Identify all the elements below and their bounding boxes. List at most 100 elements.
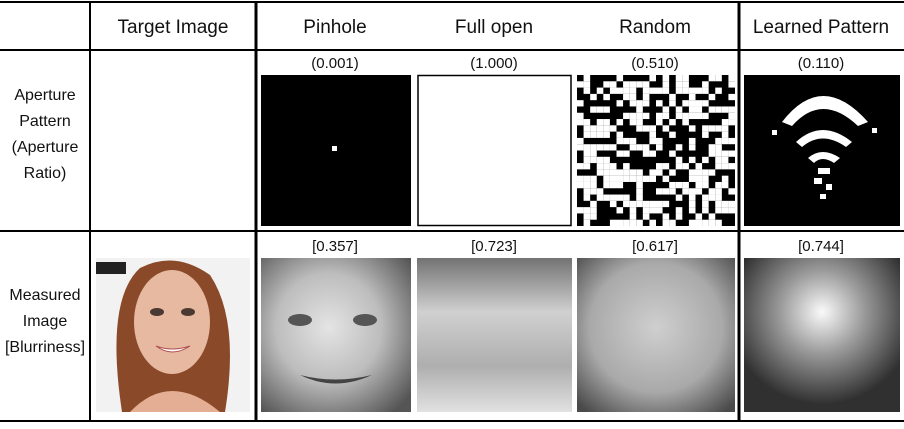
- random-cell: [603, 176, 610, 182]
- random-cell: [709, 220, 716, 226]
- random-cell: [656, 138, 663, 144]
- random-cell: [696, 213, 703, 219]
- random-cell: [623, 169, 630, 175]
- random-cell: [590, 144, 597, 150]
- random-cell: [663, 113, 670, 119]
- random-cell: [682, 81, 689, 87]
- random-cell: [676, 81, 683, 87]
- random-cell: [676, 88, 683, 94]
- random-cell: [623, 81, 630, 87]
- random-cell: [643, 100, 650, 106]
- random-cell: [682, 119, 689, 125]
- random-cell: [590, 201, 597, 207]
- random-cell: [669, 169, 676, 175]
- random-cell: [709, 75, 716, 81]
- random-cell: [630, 119, 637, 125]
- random-cell: [715, 207, 722, 213]
- random-cell: [623, 94, 630, 100]
- random-cell: [597, 144, 604, 150]
- random-cell: [702, 176, 709, 182]
- random-cell: [584, 132, 591, 138]
- random-cell: [597, 169, 604, 175]
- random-cell: [584, 182, 591, 188]
- random-cell: [696, 169, 703, 175]
- random-cell: [702, 182, 709, 188]
- random-cell: [610, 81, 617, 87]
- random-cell: [702, 220, 709, 226]
- random-cell: [590, 151, 597, 157]
- column-header: Target Image: [118, 17, 229, 38]
- random-cell: [643, 207, 650, 213]
- random-cell: [715, 151, 722, 157]
- random-cell: [715, 163, 722, 169]
- random-cell: [649, 88, 656, 94]
- random-cell: [676, 113, 683, 119]
- random-cell: [577, 182, 584, 188]
- random-cell: [728, 207, 735, 213]
- random-cell: [584, 81, 591, 87]
- random-cell: [584, 188, 591, 194]
- random-cell: [682, 188, 689, 194]
- random-cell: [649, 138, 656, 144]
- random-cell: [709, 94, 716, 100]
- random-cell: [590, 94, 597, 100]
- random-cell: [623, 138, 630, 144]
- random-cell: [603, 182, 610, 188]
- random-cell: [709, 169, 716, 175]
- random-cell: [709, 125, 716, 131]
- random-cell: [597, 163, 604, 169]
- random-cell: [689, 106, 696, 112]
- row-label: Aperture: [14, 87, 75, 104]
- random-cell: [623, 151, 630, 157]
- random-cell: [669, 119, 676, 125]
- random-cell: [643, 151, 650, 157]
- random-cell: [610, 182, 617, 188]
- row-label: Ratio): [24, 165, 67, 182]
- random-cell: [702, 88, 709, 94]
- random-cell: [669, 220, 676, 226]
- random-cell: [702, 207, 709, 213]
- random-cell: [610, 176, 617, 182]
- random-cell: [682, 182, 689, 188]
- row-label: Image: [23, 313, 68, 330]
- random-cell: [676, 106, 683, 112]
- cell-value: [0.744]: [798, 238, 844, 255]
- random-cell: [590, 106, 597, 112]
- random-cell: [696, 100, 703, 106]
- random-cell: [597, 106, 604, 112]
- random-cell: [649, 151, 656, 157]
- random-cell: [715, 157, 722, 163]
- random-cell: [577, 100, 584, 106]
- random-cell: [682, 100, 689, 106]
- random-cell: [715, 106, 722, 112]
- random-cell: [623, 163, 630, 169]
- random-cell: [689, 125, 696, 131]
- random-cell: [636, 81, 643, 87]
- random-cell: [728, 188, 735, 194]
- column-header: Pinhole: [303, 17, 366, 38]
- random-cell: [584, 195, 591, 201]
- random-cell: [643, 88, 650, 94]
- random-cell: [643, 113, 650, 119]
- cell-value: (0.001): [311, 55, 359, 72]
- random-cell: [656, 113, 663, 119]
- random-cell: [649, 75, 656, 81]
- random-cell: [597, 195, 604, 201]
- random-cell: [649, 201, 656, 207]
- random-cell: [689, 176, 696, 182]
- random-cell: [656, 188, 663, 194]
- random-cell: [623, 88, 630, 94]
- random-cell: [676, 75, 683, 81]
- random-cell: [610, 201, 617, 207]
- random-cell: [715, 195, 722, 201]
- random-cell: [603, 81, 610, 87]
- random-cell: [702, 132, 709, 138]
- random-cell: [590, 207, 597, 213]
- random-cell: [584, 176, 591, 182]
- random-cell: [617, 207, 624, 213]
- random-cell: [649, 220, 656, 226]
- random-cell: [603, 119, 610, 125]
- cell-value: [0.617]: [632, 238, 678, 255]
- random-cell: [689, 94, 696, 100]
- random-cell: [590, 213, 597, 219]
